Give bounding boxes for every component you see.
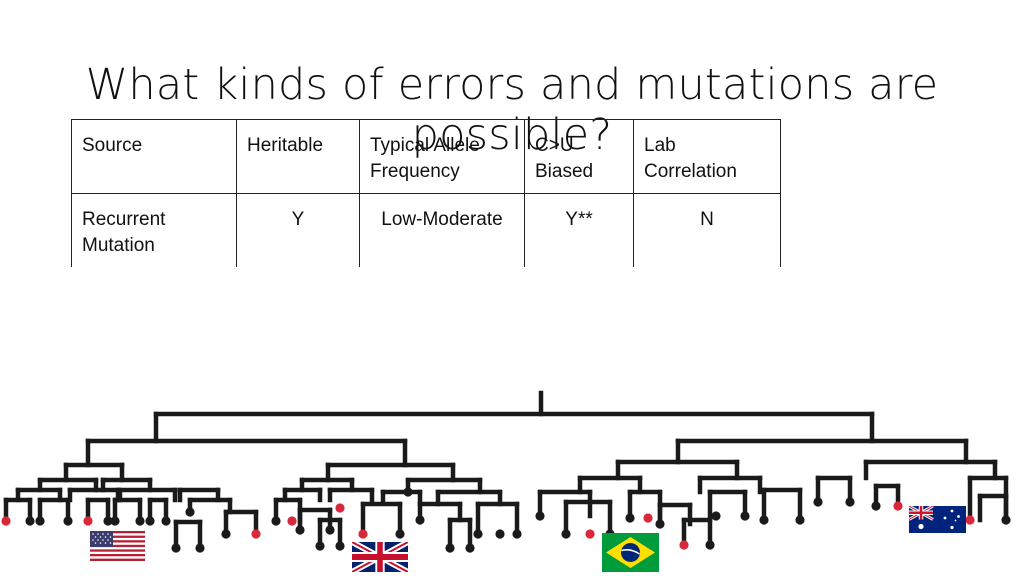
tree-tip-highlighted (83, 516, 93, 526)
tree-tip (221, 529, 231, 539)
tree-tip-highlighted (643, 513, 653, 523)
header-lab-correlation: Lab Correlation (633, 119, 781, 194)
tree-tip (135, 516, 145, 526)
tree-tip-highlighted (965, 515, 975, 525)
tree-tip (740, 511, 750, 521)
tree-tip (171, 543, 181, 553)
tree-tip (871, 501, 881, 511)
tree-tip (271, 516, 281, 526)
cell-cu-biased: Y** (524, 193, 634, 267)
australia-flag-icon (909, 506, 966, 533)
tree-tip (625, 513, 635, 523)
tree-tip (535, 511, 545, 521)
tree-tip-highlighted (1, 516, 11, 526)
tree-tip-highlighted (335, 503, 345, 513)
tree-tip (335, 541, 345, 551)
tree-tip (161, 516, 171, 526)
table-row: Recurrent Mutation Y Low-Moderate Y** N (71, 193, 781, 267)
tree-tip (711, 511, 721, 521)
tree-tip (185, 507, 195, 517)
tree-tip (655, 519, 665, 529)
tree-tip (845, 497, 855, 507)
tree-tip (495, 529, 505, 539)
cell-heritable: Y (236, 193, 360, 267)
tree-tip (25, 516, 35, 526)
tree-tip (561, 529, 571, 539)
tree-tip-highlighted (287, 516, 297, 526)
usa-flag-icon (90, 531, 145, 561)
cell-source: Recurrent Mutation (71, 193, 237, 267)
uk-flag-icon (352, 542, 408, 572)
tree-tip (512, 529, 522, 539)
header-source: Source (71, 119, 237, 194)
tree-tip (295, 525, 305, 535)
tree-tip (63, 516, 73, 526)
brazil-flag-icon (602, 533, 659, 572)
tree-tip (465, 543, 475, 553)
tree-tip-highlighted (893, 501, 903, 511)
tree-tip (813, 497, 823, 507)
tree-tip (325, 525, 335, 535)
header-allele-frequency: Typical Allele Frequency (359, 119, 525, 194)
tree-tip-highlighted (251, 529, 261, 539)
tree-tip (403, 487, 413, 497)
tree-tip (795, 515, 805, 525)
tree-tip (103, 516, 113, 526)
table-header-row: Source Heritable Typical Allele Frequenc… (71, 119, 781, 194)
tree-tip (759, 515, 769, 525)
tree-tip (110, 516, 120, 526)
tree-tip (315, 541, 325, 551)
tree-tip-highlighted (585, 529, 595, 539)
tree-tip (705, 540, 715, 550)
tree-tip (415, 515, 425, 525)
header-heritable: Heritable (236, 119, 360, 194)
phylogenetic-tree (1, 390, 1011, 553)
tree-tip (1001, 515, 1011, 525)
tree-tip (473, 529, 483, 539)
tree-tip (35, 516, 45, 526)
cell-lab-correlation: N (633, 193, 781, 267)
tree-tip (395, 529, 405, 539)
errors-table: Source Heritable Typical Allele Frequenc… (71, 119, 781, 267)
cell-allele-frequency: Low-Moderate (359, 193, 525, 267)
tree-tip (445, 543, 455, 553)
tree-tip (145, 516, 155, 526)
header-cu-biased: C>U Biased (524, 119, 634, 194)
tree-tip-highlighted (358, 529, 368, 539)
tree-tip (195, 543, 205, 553)
tree-tip-highlighted (679, 540, 689, 550)
